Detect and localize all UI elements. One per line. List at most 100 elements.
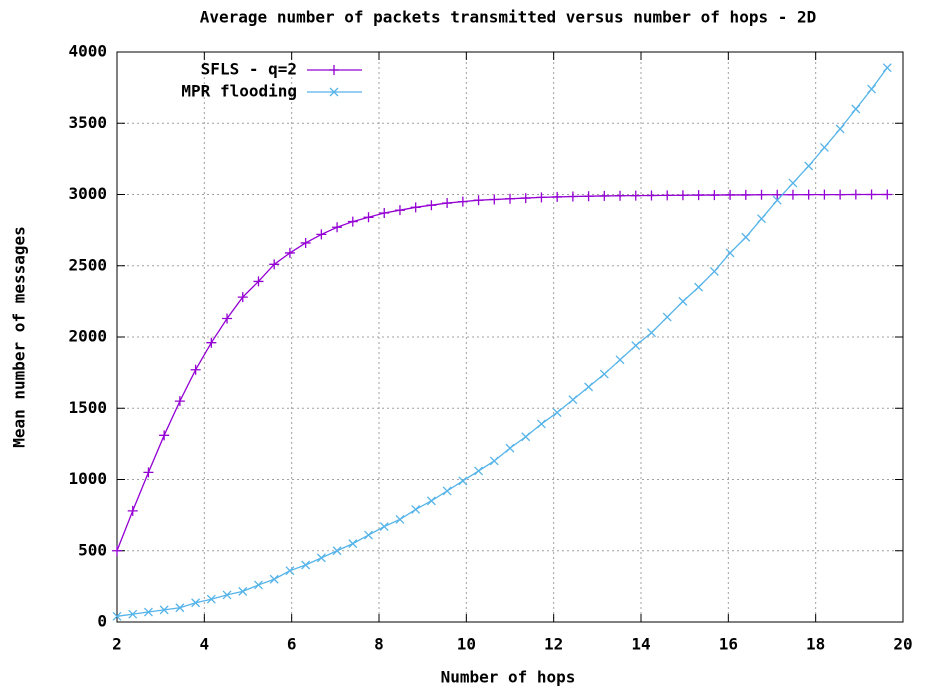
point-marker — [473, 195, 484, 206]
point-marker — [332, 546, 342, 556]
point-marker — [583, 191, 594, 202]
point-marker — [630, 190, 641, 201]
point-marker — [740, 189, 751, 200]
point-marker — [175, 603, 185, 613]
series-line — [116, 193, 888, 551]
point-marker — [254, 580, 263, 590]
point-marker — [191, 598, 201, 608]
point-marker — [725, 189, 736, 200]
point-marker — [694, 282, 704, 292]
point-marker — [536, 419, 546, 429]
point-marker — [647, 328, 656, 338]
point-marker — [347, 216, 358, 227]
point-marker — [584, 382, 594, 392]
x-tick-label: 18 — [806, 635, 825, 654]
y-tick-label: 0 — [97, 612, 107, 631]
point-marker — [174, 396, 185, 407]
point-marker — [190, 364, 201, 375]
legend-marker — [329, 65, 339, 75]
point-marker — [112, 545, 122, 556]
point-marker — [788, 178, 798, 188]
point-marker — [709, 190, 720, 201]
point-marker — [819, 143, 829, 152]
point-marker — [662, 312, 672, 322]
point-marker — [520, 193, 531, 204]
point-marker — [206, 337, 217, 348]
point-marker — [159, 430, 170, 441]
chart-title: Average number of packets transmitted ve… — [200, 8, 817, 27]
point-marker — [237, 292, 248, 303]
point-marker — [850, 189, 861, 200]
point-marker — [505, 193, 515, 204]
point-marker — [536, 192, 547, 203]
point-marker — [442, 198, 453, 209]
point-marker — [394, 205, 405, 216]
point-marker — [803, 189, 814, 200]
point-marker — [677, 190, 688, 201]
point-marker — [772, 189, 783, 200]
point-marker — [411, 504, 421, 514]
y-tick-label: 4000 — [68, 42, 107, 61]
point-marker — [741, 232, 751, 242]
x-tick-label: 14 — [631, 635, 650, 654]
point-marker — [395, 514, 405, 524]
point-marker — [285, 566, 295, 576]
y-tick-label: 3000 — [68, 184, 107, 203]
x-tick-label: 16 — [719, 635, 738, 654]
y-tick-label: 2000 — [68, 327, 107, 346]
point-marker — [772, 195, 782, 205]
point-marker — [882, 189, 893, 200]
point-marker — [631, 341, 641, 351]
point-marker — [552, 191, 563, 202]
point-marker — [143, 607, 153, 617]
point-marker — [804, 161, 814, 171]
point-marker — [159, 605, 169, 615]
point-marker — [693, 190, 704, 201]
point-marker — [206, 594, 216, 604]
point-marker — [709, 266, 719, 276]
x-tick-label: 2 — [112, 635, 122, 654]
point-marker — [238, 586, 248, 596]
x-tick-label: 8 — [374, 635, 384, 654]
point-marker — [678, 296, 688, 306]
point-marker — [505, 443, 515, 453]
point-marker — [835, 124, 845, 134]
x-tick-label: 10 — [457, 635, 476, 654]
point-marker — [662, 190, 673, 201]
point-marker — [222, 590, 232, 600]
legend-marker — [329, 87, 339, 97]
x-tick-label: 20 — [893, 635, 912, 654]
point-marker — [426, 496, 436, 506]
y-tick-label: 1000 — [68, 469, 107, 488]
point-marker — [819, 189, 830, 200]
point-marker — [599, 190, 610, 201]
point-marker — [835, 189, 846, 200]
point-marker — [457, 196, 468, 207]
point-marker — [756, 189, 767, 200]
point-marker — [316, 553, 326, 563]
point-marker — [757, 214, 766, 224]
x-tick-label: 12 — [544, 635, 563, 654]
point-marker — [112, 611, 122, 621]
point-marker — [615, 355, 625, 365]
point-marker — [127, 505, 138, 516]
legend-label: SFLS - q=2 — [201, 60, 297, 79]
point-marker — [269, 259, 280, 270]
point-marker — [489, 194, 500, 205]
point-marker — [379, 208, 390, 219]
point-marker — [128, 609, 138, 619]
point-marker — [269, 574, 279, 584]
point-marker — [379, 522, 389, 531]
x-axis-label: Number of hops — [441, 668, 576, 687]
point-marker — [143, 467, 154, 478]
y-tick-label: 3500 — [68, 113, 107, 132]
point-marker — [521, 432, 531, 442]
point-marker — [426, 200, 437, 211]
point-marker — [851, 104, 861, 114]
point-marker — [599, 369, 609, 379]
point-marker — [725, 248, 735, 258]
point-marker — [882, 63, 892, 73]
point-marker — [552, 408, 562, 417]
point-marker — [867, 84, 877, 94]
